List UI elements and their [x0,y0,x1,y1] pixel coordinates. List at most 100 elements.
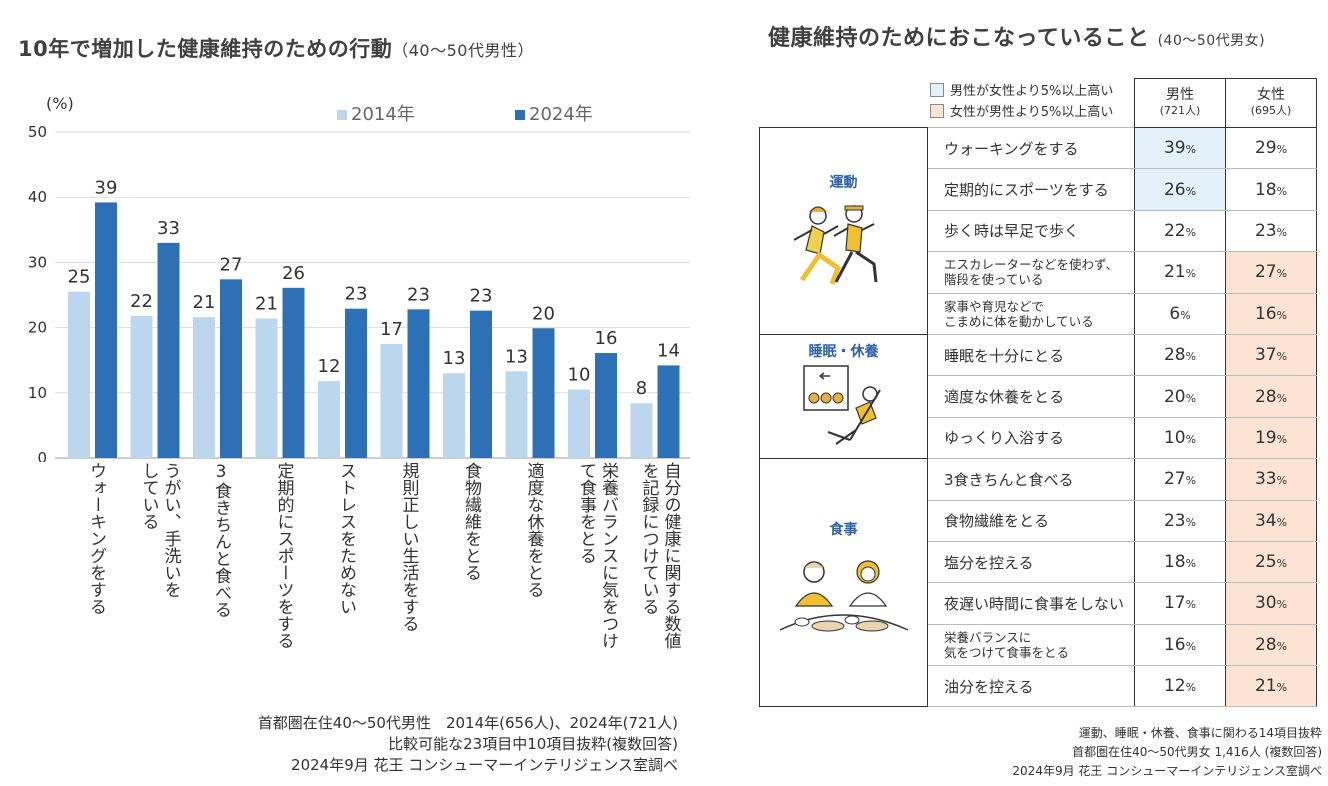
rest-illustration [803,365,881,445]
value-number: 22 [1163,220,1186,241]
item-label: 栄養バランスに 気をつけて食事をとる [927,623,1135,667]
bar-value-label: 13 [443,348,466,369]
legend-female-higher: 女性が男性より5%以上高い [930,101,1113,120]
y-tick-label: 0 [37,449,47,462]
table-row: 定期的にスポーツをする 26% 18% [760,168,1317,211]
x-label-6: 規則正しい生活をする [398,462,419,632]
category-label: 食事 [829,522,858,539]
value-number: 17 [1163,593,1186,614]
value-number: 21 [1254,676,1277,697]
percent-sign: % [1276,432,1288,446]
value-number: 10 [1163,427,1186,448]
value-number: 18 [1254,179,1277,200]
bar-value-label: 10 [568,365,591,386]
y-tick-label: 10 [28,384,47,402]
male-value: 28% [1134,333,1226,377]
female-value: 19% [1225,416,1317,460]
percent-sign: % [1185,143,1197,157]
table-row: ゆっくり入浴する 10% 19% [760,416,1317,460]
bar-2014年-4 [255,318,278,458]
male-value: 17% [1134,582,1226,625]
value-number: 6 [1169,303,1181,324]
health-table: 男性 (721人) 女性 (695人) 運動 ウォーキングをする 39% 29% 定期的にス… [759,78,1317,708]
header-male-label: 男性 [1166,87,1194,103]
bar-2014年-9 [568,389,590,458]
percent-sign: % [1276,681,1288,695]
percent-sign: % [1185,267,1197,281]
value-number: 28 [1254,386,1277,407]
y-axis-title: (%) [46,94,74,113]
female-value: 30% [1225,582,1317,625]
bar-2024年-6 [407,309,430,458]
male-value: 27% [1134,458,1226,501]
percent-sign: % [1185,639,1197,653]
bar-value-label: 17 [380,319,403,340]
percent-sign: % [1185,557,1197,571]
x-label-4: 定期的にスポーツをする [273,462,294,649]
female-value: 34% [1225,499,1317,542]
percent-sign: % [1276,184,1288,198]
percent-sign: % [1185,515,1197,529]
value-number: 16 [1163,634,1186,655]
y-tick-label: 20 [28,319,47,337]
x-label-3: 3食きちんと食べる [211,462,231,618]
female-value: 37% [1225,333,1317,377]
value-number: 19 [1254,427,1277,448]
bar-2024年-3 [220,279,242,458]
legend-female-swatch [930,104,944,118]
legend-swatch-2014 [337,110,347,120]
male-value: 22% [1134,209,1226,253]
bar-value-label: 26 [282,263,305,284]
female-value: 21% [1225,665,1317,708]
bar-2024年-8 [532,328,555,458]
bar-value-label: 16 [595,328,618,349]
value-number: 28 [1163,345,1186,366]
bar-value-label: 23 [345,284,368,305]
bar-2014年-8 [505,371,528,458]
bar-2024年-7 [470,310,492,458]
dining-illustration [779,560,909,632]
bar-2024年-9 [595,353,617,458]
legend-2024: 2024年 [515,100,593,126]
value-number: 16 [1254,303,1277,324]
left-chart-title: 10年で増加した健康維持のための行動（40～50代男性） [18,33,534,63]
x-label-7: 食物繊維をとる [461,462,481,581]
table-row: 栄養バランスに 気をつけて食事をとる 16% 28% [760,623,1317,667]
male-value: 6% [1134,292,1226,335]
left-title-main: 10年で増加した健康維持のための行動 [18,37,393,61]
female-value: 23% [1225,209,1317,253]
female-value: 27% [1225,251,1317,294]
value-number: 20 [1163,386,1186,407]
table-row: 歩く時は早足で歩く 22% 23% [760,209,1317,253]
x-label-2: うがい、手洗いを [160,462,181,598]
bar-2024年-10 [657,365,680,458]
value-number: 23 [1163,510,1186,531]
female-value: 29% [1225,126,1317,170]
female-value: 28% [1225,623,1317,667]
legend-label-2014: 2014年 [351,104,415,125]
value-number: 27 [1163,469,1186,490]
x-label-8: 適度な休養をとる [523,462,544,598]
bar-chart: (%)0102030405025392233212721261223172313… [28,94,690,462]
female-value: 16% [1225,292,1317,335]
left-note-3: 2024年9月 花王 コンシューマーインテリジェンス室調べ [291,756,678,774]
bar-2024年-1 [95,202,117,458]
male-value: 10% [1134,416,1226,460]
value-number: 39 [1163,138,1186,159]
percent-sign: % [1276,350,1288,364]
x-label-9: て食事をとる [576,462,596,564]
header-male: 男性 (721人) [1134,78,1226,128]
percent-sign: % [1185,350,1197,364]
male-value: 21% [1134,251,1226,294]
percent-sign: % [1276,267,1288,281]
bar-2014年-1 [68,291,90,458]
percent-sign: % [1276,474,1288,488]
value-number: 28 [1254,634,1277,655]
right-notes: 運動、睡眠・休養、食事に関わる14項目抜粋 首都圏在住40～50代男女 1,41… [1012,724,1322,781]
bar-value-label: 12 [318,356,341,377]
bar-2024年-4 [282,287,305,458]
percent-sign: % [1185,391,1197,405]
right-note-3: 2024年9月 花王 コンシューマーインテリジェンス室調べ [1012,764,1322,778]
left-notes: 首都圏在住40～50代男性 2014年(656人)、2024年(721人) 比較… [258,713,678,776]
header-spacer [760,79,1135,128]
